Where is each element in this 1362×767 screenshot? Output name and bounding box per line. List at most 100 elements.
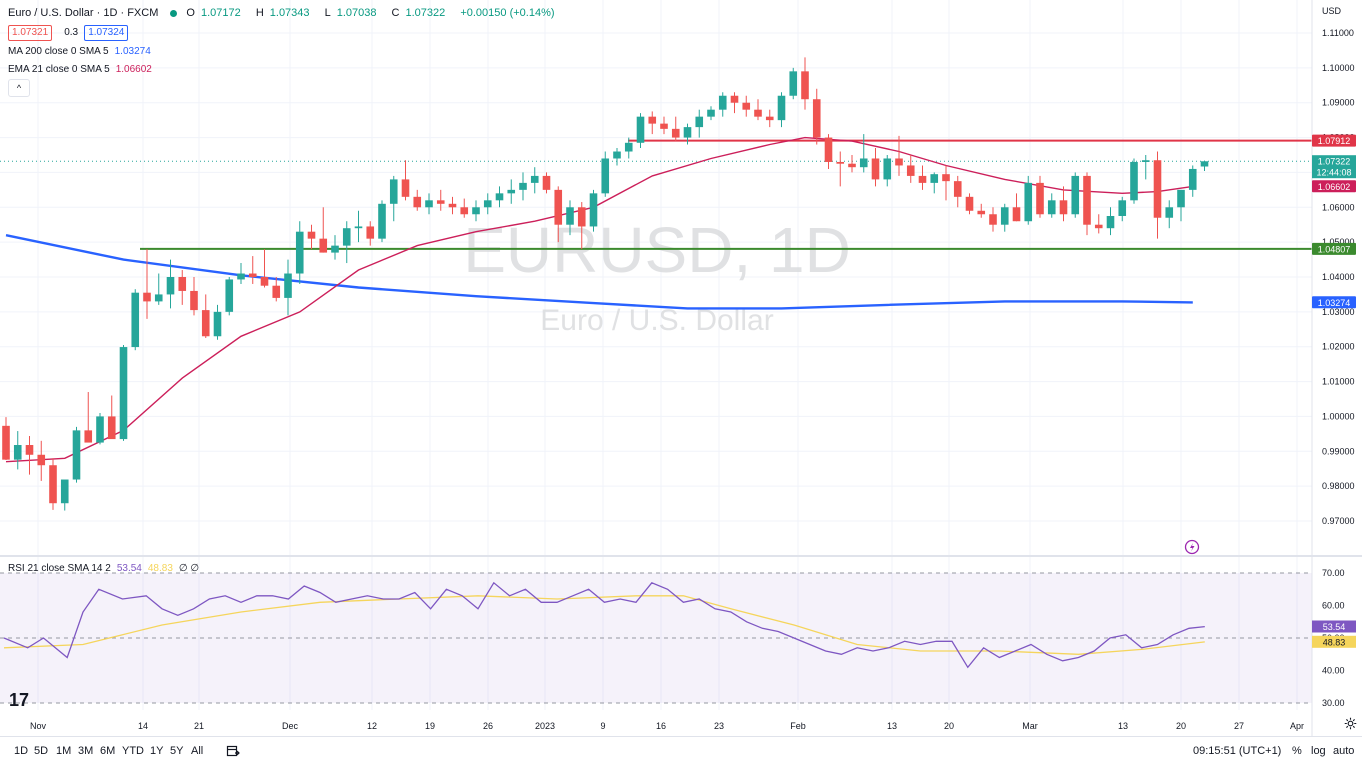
- candle: [1165, 200, 1174, 229]
- ema21-price-badge: 1.06602: [1312, 180, 1356, 193]
- candle-body: [812, 99, 821, 138]
- candle-body: [248, 273, 257, 277]
- candle: [789, 67, 798, 100]
- rsi-legend[interactable]: RSI 21 close SMA 14 2 53.54 48.83 ∅ ∅: [8, 563, 205, 574]
- sell-price-button[interactable]: 1.07321: [8, 25, 53, 41]
- candle-body: [754, 109, 762, 117]
- candle-body: [1106, 215, 1115, 229]
- candle: [143, 249, 151, 319]
- candle-body: [413, 196, 422, 208]
- price-tick-label: 1.03000: [1322, 307, 1355, 317]
- rsi-ma-value-badge: 48.83: [1312, 635, 1356, 648]
- candle-body: [483, 200, 492, 208]
- candle-body: [965, 196, 974, 211]
- candle: [1094, 214, 1103, 234]
- candle: [671, 116, 680, 142]
- candle-body: [495, 193, 504, 201]
- timeframe-ytd[interactable]: YTD: [122, 745, 144, 757]
- tradingview-logo[interactable]: 17: [9, 690, 29, 710]
- price-tick-label: 0.97000: [1322, 516, 1355, 526]
- candle: [107, 395, 116, 440]
- ema21-legend[interactable]: EMA 21 close 0 SMA 5 1.06602: [8, 64, 158, 75]
- candle-body: [331, 245, 339, 253]
- goto-date-icon[interactable]: [226, 744, 240, 758]
- candle-body: [119, 347, 128, 440]
- candle-body: [37, 454, 46, 466]
- ma200-price-badge-bg: [1312, 296, 1356, 309]
- currency-label[interactable]: USD: [1322, 6, 1342, 16]
- candle: [389, 175, 398, 222]
- candle-body: [260, 276, 269, 286]
- candle: [977, 203, 986, 218]
- auto-scale-button[interactable]: auto: [1333, 745, 1355, 757]
- candle-body: [13, 445, 22, 460]
- candle: [366, 221, 375, 246]
- lightning-icon[interactable]: [1184, 539, 1200, 555]
- timeframe-6m[interactable]: 6M: [100, 745, 116, 757]
- time-tick-label: 19: [425, 721, 435, 731]
- ema21-label: EMA 21 close 0 SMA 5: [8, 64, 110, 75]
- time-tick-label: 9: [600, 721, 605, 731]
- timeframe-5y[interactable]: 5Y: [170, 745, 184, 757]
- candle: [1177, 189, 1185, 222]
- candle-body: [554, 189, 563, 225]
- candle: [272, 276, 281, 302]
- candle: [1059, 186, 1068, 222]
- candle: [1130, 158, 1138, 204]
- candle-body: [1165, 207, 1174, 218]
- timeframe-1d[interactable]: 1D: [14, 745, 29, 757]
- candle-body: [131, 292, 140, 348]
- timeframe-5d[interactable]: 5D: [34, 745, 49, 757]
- timeframe-3m[interactable]: 3M: [78, 745, 94, 757]
- candle-body: [284, 273, 292, 298]
- chart-canvas[interactable]: Nov 14 21 Dec 12 19 26 2023 9 16 23 Feb 13 20 Mar 13 20 2…: [0, 0, 1362, 736]
- symbol-title[interactable]: Euro / U.S. Dollar · 1D · FXCM: [8, 7, 159, 19]
- time-tick-label: Dec: [282, 721, 299, 731]
- candle-body: [225, 279, 234, 312]
- time-tick-label: 12: [367, 721, 377, 731]
- timeframe-1m[interactable]: 1M: [56, 745, 72, 757]
- buy-price-button[interactable]: 1.07324: [84, 25, 129, 41]
- candle: [1200, 160, 1209, 172]
- candle: [1153, 151, 1162, 239]
- rsi-ma-value-badge-bg: [1312, 635, 1356, 648]
- candle: [237, 263, 245, 284]
- price-tick-label: 1.06000: [1322, 202, 1355, 212]
- candle-body: [1024, 182, 1033, 222]
- rsi-ma-value: 48.83: [147, 563, 173, 574]
- candle: [1036, 175, 1044, 218]
- candle: [871, 148, 880, 187]
- log-scale-button[interactable]: log: [1311, 745, 1326, 757]
- timeframe-all[interactable]: All: [191, 745, 204, 757]
- ohlc-high: H 1.07343: [255, 7, 310, 19]
- candle: [1012, 193, 1021, 222]
- chart-settings-icon[interactable]: [1344, 717, 1357, 730]
- candle: [613, 148, 621, 166]
- ma200-value: 1.03274: [114, 46, 151, 57]
- timeframe-1y[interactable]: 1Y: [150, 745, 164, 757]
- candle: [166, 259, 175, 309]
- candle: [1118, 196, 1127, 222]
- candle-body: [942, 174, 950, 182]
- time-tick-label: 20: [944, 721, 954, 731]
- candle-body: [72, 430, 81, 480]
- percent-scale-button[interactable]: %: [1292, 745, 1302, 757]
- candle-body: [930, 174, 939, 183]
- candle-body: [1000, 207, 1009, 225]
- price-tick-label: 1.01000: [1322, 377, 1355, 387]
- time-tick-label: Apr: [1290, 721, 1304, 731]
- time-tick-label: 23: [714, 721, 724, 731]
- time-tick-label: Nov: [30, 721, 47, 731]
- candle-body: [1153, 160, 1162, 218]
- candle: [801, 57, 809, 110]
- clock-timezone[interactable]: 09:15:51 (UTC+1): [1193, 745, 1282, 757]
- candle-body: [1118, 200, 1127, 216]
- candle-body: [519, 182, 527, 190]
- candle-body: [425, 200, 433, 208]
- candle-body: [789, 71, 798, 96]
- time-tick-label: 2023: [535, 721, 555, 731]
- ma200-legend[interactable]: MA 200 close 0 SMA 5 1.03274: [8, 46, 157, 57]
- candle: [519, 172, 527, 201]
- candle-body: [342, 228, 351, 246]
- collapse-legend-button[interactable]: ^: [8, 79, 30, 97]
